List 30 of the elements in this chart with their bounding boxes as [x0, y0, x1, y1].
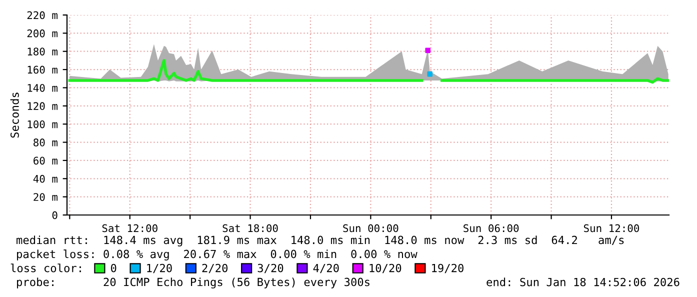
y-tick-label: 160 m — [28, 66, 58, 74]
x-tick-label: Sun 12:00 — [584, 224, 640, 232]
y-tick-label: 220 m — [27, 11, 58, 20]
y-tick-label: 120 m — [28, 102, 58, 110]
legend-label: 3/20 — [258, 264, 284, 274]
text: packet loss: 0.08 % avg 20.67 % max 0.00 % min 0.00 % now — [17, 250, 418, 260]
text: probe: 20 ICMP Echo Pings (56 Bytes) every 300s — [17, 278, 370, 288]
legend-title: loss color: — [10, 264, 81, 272]
y-tick-label: 40 m — [33, 174, 58, 183]
legend-label: 2/20 — [202, 264, 228, 274]
y-tick-label: 0 — [52, 211, 58, 220]
text: median rtt: 148.4 ms avg 181.9 ms max 148.0 ms min 148.0 ms now 2.3 ms sd 64.2 am/s — [16, 236, 624, 246]
legend-label: 10/20 — [370, 264, 402, 274]
y-tick-label: 80 m — [34, 138, 58, 146]
legend-label: 19/20 — [432, 264, 464, 274]
x-tick-label: Sun 00:00 — [343, 224, 398, 232]
y-tick-label: 100 m — [28, 120, 58, 128]
y-tick-label: 200 m — [27, 29, 58, 38]
x-tick-label: Sun 06:00 — [464, 224, 519, 232]
x-tick-label: Sat 18:00 — [222, 224, 278, 232]
y-tick-label: 60 m — [34, 156, 58, 165]
legend-label: 1/20 — [147, 264, 172, 274]
y-axis-title: Seconds — [10, 92, 19, 138]
legend-label: 4/20 — [313, 264, 339, 274]
y-tick-label: 140 m — [28, 84, 58, 92]
y-tick-label: 180 m — [28, 48, 58, 56]
y-tick-label: 20 m — [34, 193, 58, 201]
legend-label: 0 — [110, 264, 116, 272]
text: end: Sun Jan 18 14:52:06 2026 — [486, 278, 680, 286]
x-tick-label: Sat 12:00 — [102, 224, 158, 232]
